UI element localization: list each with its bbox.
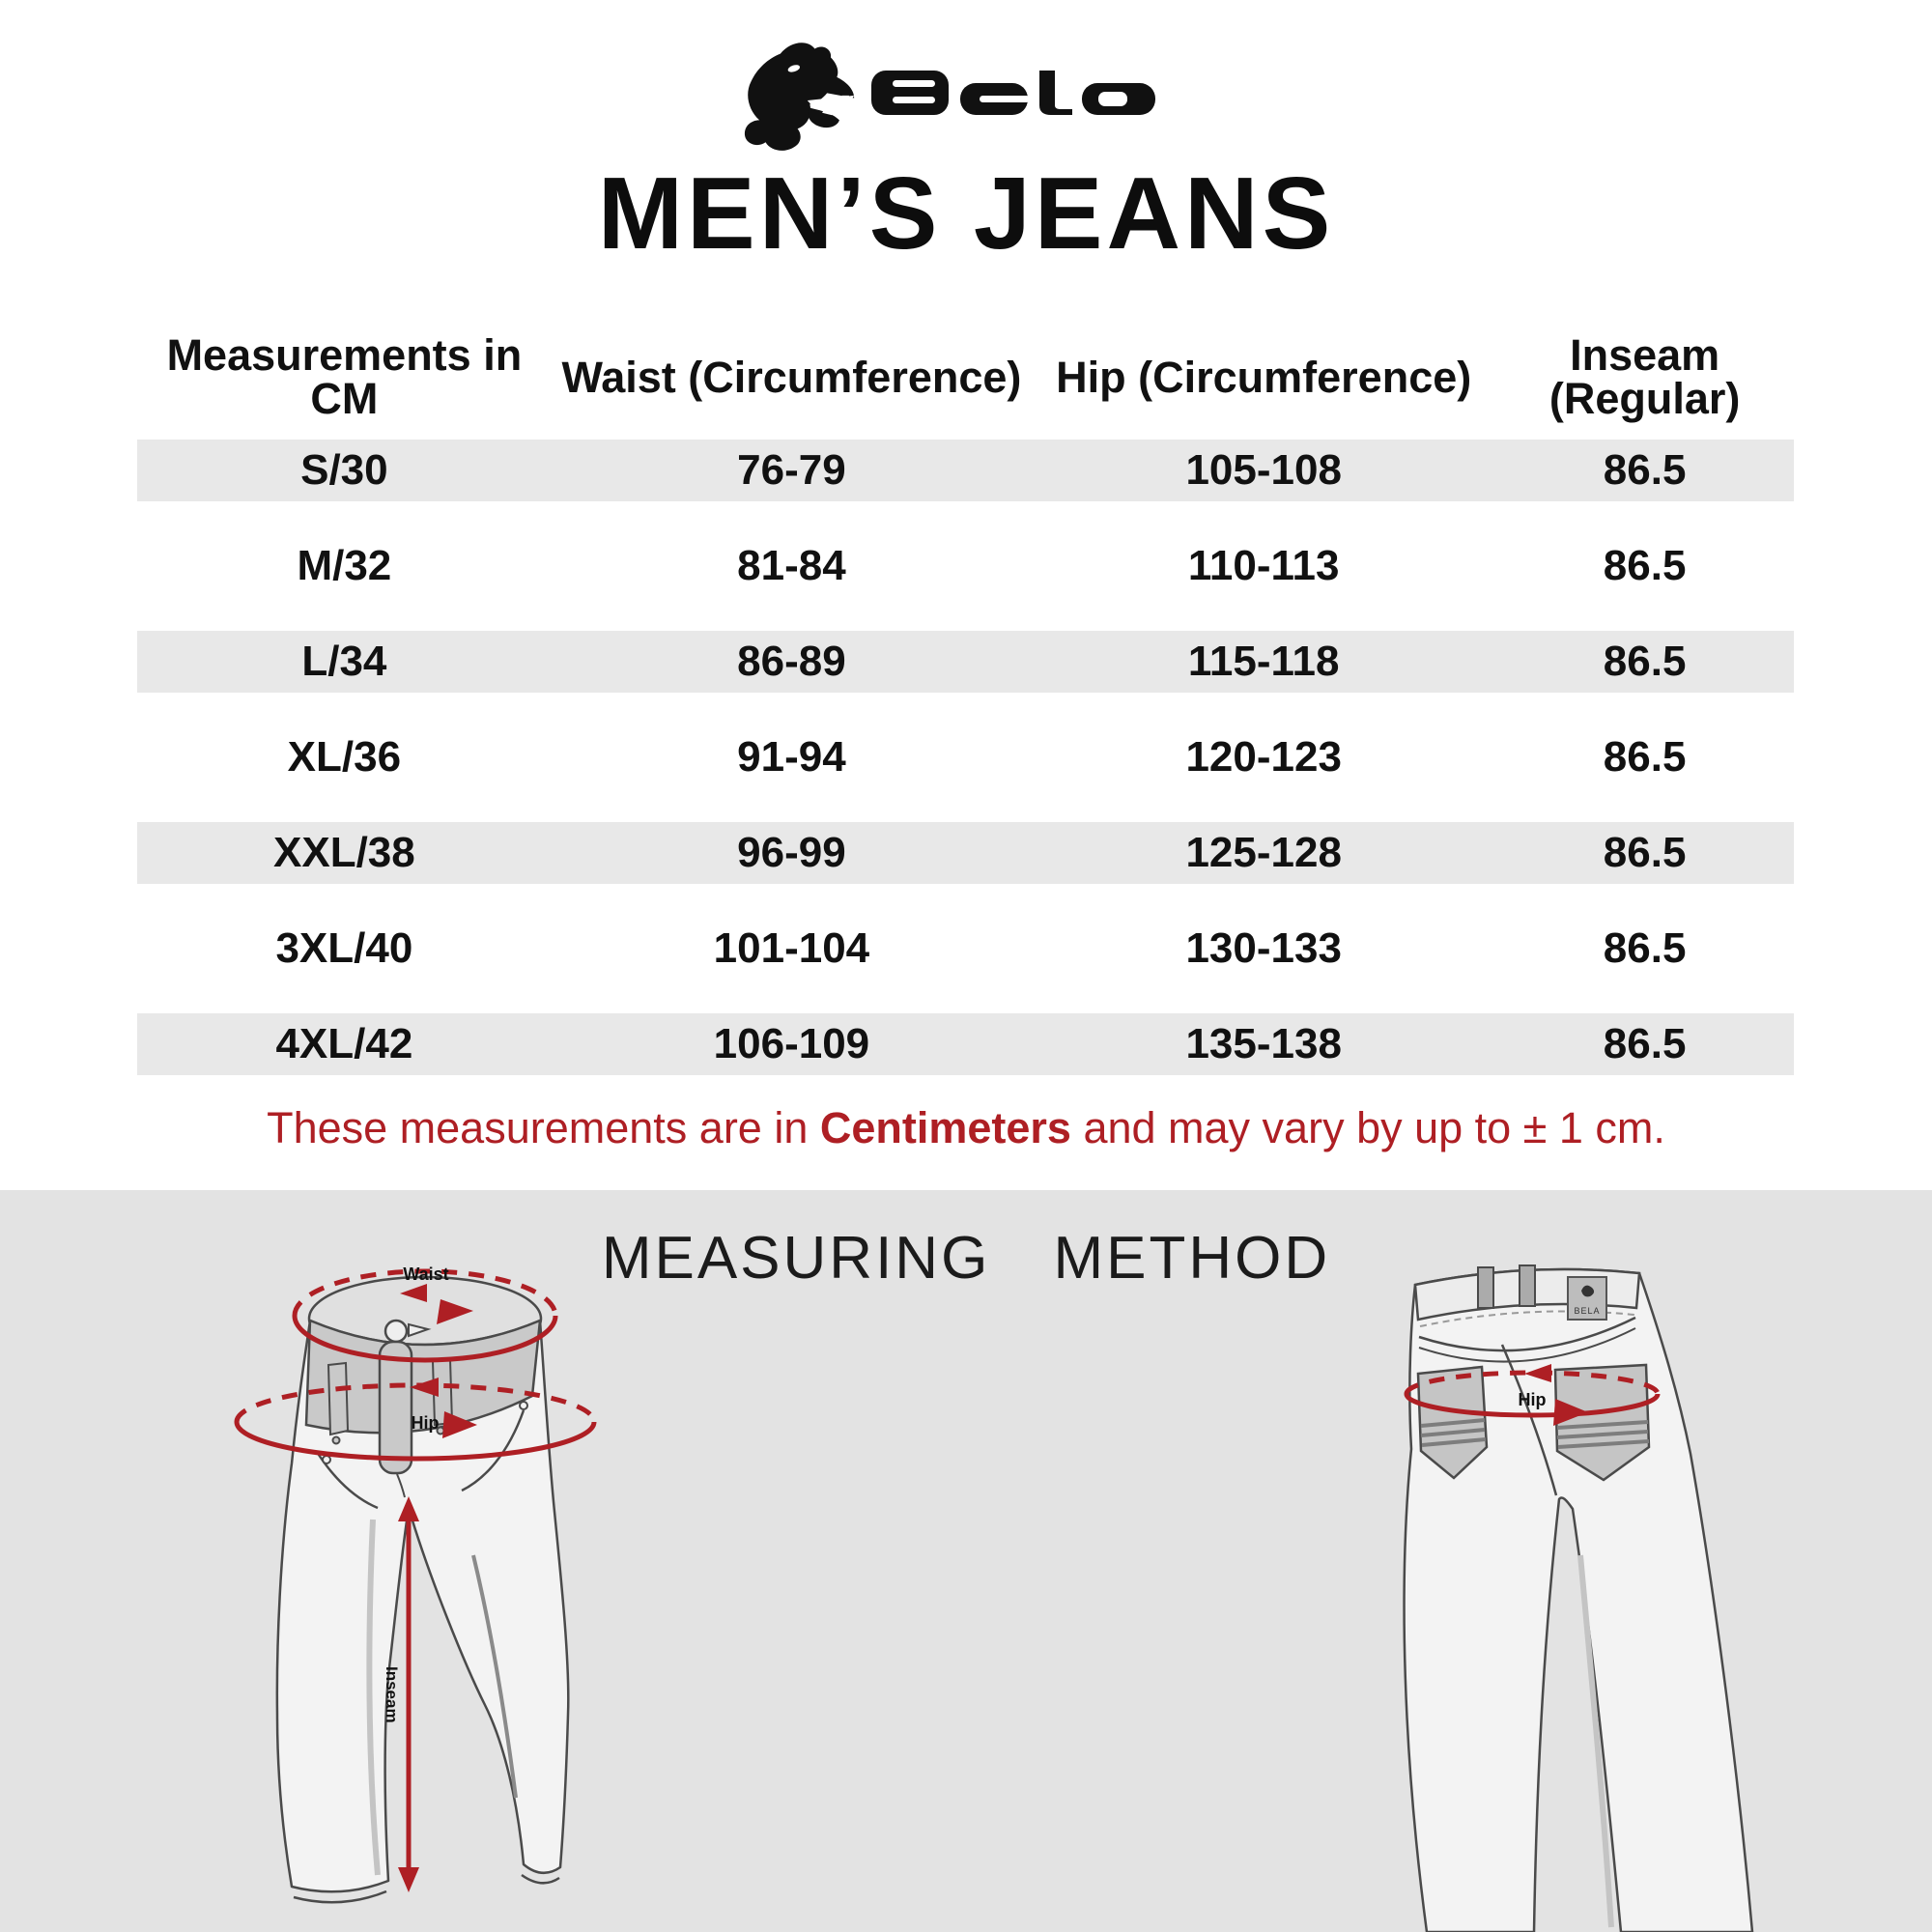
inseam-cell: 86.5 <box>1603 446 1687 494</box>
table-row: M/32 81-84 110-113 86.5 <box>137 501 1794 631</box>
size-cell: 3XL/40 <box>275 924 413 972</box>
header-waist: Waist (Circumference) <box>561 352 1022 402</box>
front-waist-label: Waist <box>403 1264 448 1284</box>
table-row: XL/36 91-94 120-123 86.5 <box>137 693 1794 822</box>
table-row: 4XL/42 106-109 135-138 86.5 <box>137 1013 1794 1075</box>
inseam-cell: 86.5 <box>1603 733 1687 781</box>
back-jeans-diagram: BELA Hip <box>1403 1264 1754 1932</box>
bear-roar-icon <box>744 43 855 151</box>
table-row: XXL/38 96-99 125-128 86.5 <box>137 822 1794 884</box>
back-patch-label: BELA <box>1574 1306 1600 1316</box>
hip-cell: 110-113 <box>1187 542 1340 589</box>
table-header-row: Measurements in CM Waist (Circumference)… <box>137 328 1794 425</box>
size-cell: L/34 <box>301 638 387 685</box>
back-hip-label: Hip <box>1519 1390 1547 1409</box>
header-measurements: Measurements in CM <box>166 330 523 423</box>
front-jeans-diagram: Waist Hip Inseam <box>234 1264 597 1904</box>
size-cell: XL/36 <box>287 733 402 781</box>
inseam-cell: 86.5 <box>1603 1020 1687 1067</box>
inseam-cell: 86.5 <box>1603 924 1687 972</box>
inseam-cell: 86.5 <box>1603 542 1687 589</box>
waist-cell: 86-89 <box>737 638 846 685</box>
hip-cell: 105-108 <box>1185 446 1342 494</box>
note-suffix: and may vary by up to ± 1 cm. <box>1070 1103 1665 1152</box>
table-row: L/34 86-89 115-118 86.5 <box>137 631 1794 693</box>
waist-cell: 106-109 <box>713 1020 870 1067</box>
hip-cell: 115-118 <box>1187 638 1340 685</box>
waist-cell: 76-79 <box>737 446 846 494</box>
table-row: S/30 76-79 105-108 86.5 <box>137 440 1794 501</box>
front-hip-label: Hip <box>412 1413 440 1433</box>
inseam-cell: 86.5 <box>1603 829 1687 876</box>
note-highlight: Centimeters <box>819 1103 1071 1152</box>
header-hip: Hip (Circumference) <box>1056 352 1472 402</box>
page-title: MEN’S JEANS <box>597 156 1335 270</box>
size-cell: M/32 <box>297 542 392 589</box>
brand-wordmark <box>871 71 1155 115</box>
measurement-note: These measurements are in Centimeters an… <box>0 1101 1932 1155</box>
measuring-method-title: MEASURING METHOD <box>601 1225 1331 1292</box>
hip-cell: 130-133 <box>1185 924 1342 972</box>
hip-cell: 125-128 <box>1185 829 1342 876</box>
inseam-cell: 86.5 <box>1603 638 1687 685</box>
front-inseam-label: Inseam <box>383 1666 401 1723</box>
waist-cell: 101-104 <box>713 924 870 972</box>
waist-cell: 91-94 <box>737 733 846 781</box>
hip-cell: 120-123 <box>1185 733 1342 781</box>
hip-cell: 135-138 <box>1185 1020 1342 1067</box>
measuring-method-section: MEASURING METHOD <box>0 1190 1932 1932</box>
size-table: Measurements in CM Waist (Circumference)… <box>137 328 1794 1075</box>
waist-cell: 96-99 <box>737 829 846 876</box>
waist-cell: 81-84 <box>737 542 846 589</box>
size-cell: S/30 <box>300 446 388 494</box>
header-inseam: Inseam (Regular) <box>1548 330 1741 423</box>
size-cell: 4XL/42 <box>275 1020 413 1067</box>
note-prefix: These measurements are in <box>267 1103 820 1152</box>
table-row: 3XL/40 101-104 130-133 86.5 <box>137 884 1794 1013</box>
size-cell: XXL/38 <box>273 829 415 876</box>
